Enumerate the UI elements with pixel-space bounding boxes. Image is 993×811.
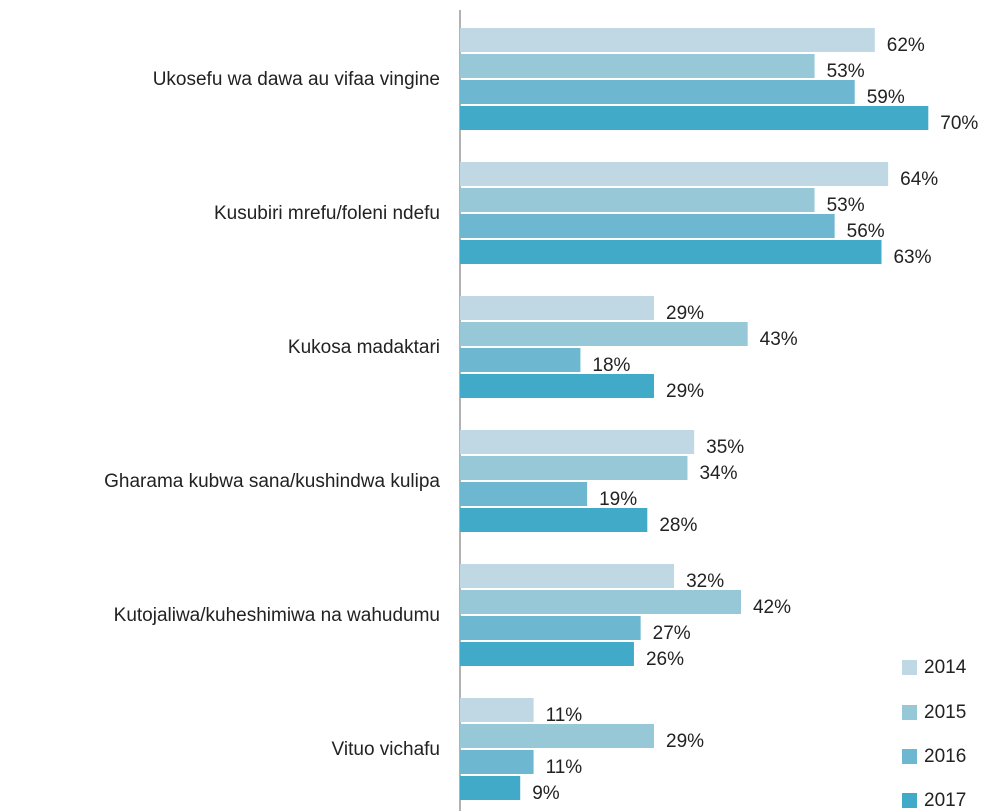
bar xyxy=(460,456,688,480)
value-label: 70% xyxy=(940,113,978,134)
value-label: 35% xyxy=(706,437,744,458)
legend-label: 2014 xyxy=(924,657,967,678)
value-label: 43% xyxy=(760,329,798,350)
value-label: 64% xyxy=(900,169,938,190)
value-label: 9% xyxy=(532,783,560,804)
bar xyxy=(460,80,855,104)
value-label: 63% xyxy=(893,247,931,268)
value-label: 34% xyxy=(699,463,737,484)
bar xyxy=(460,296,655,320)
value-label: 18% xyxy=(592,355,630,376)
value-label: 53% xyxy=(827,61,865,82)
bar xyxy=(460,28,875,52)
bar xyxy=(460,590,741,614)
bar xyxy=(460,214,835,238)
value-label: 29% xyxy=(666,731,704,752)
legend-swatch xyxy=(902,705,917,720)
bar xyxy=(460,564,675,588)
category-label: Ukosefu wa dawa au vifaa vingine xyxy=(153,69,440,90)
value-label: 11% xyxy=(546,757,583,778)
value-label: 59% xyxy=(867,87,905,108)
bar xyxy=(460,188,815,212)
legend-swatch xyxy=(902,660,917,675)
bar xyxy=(460,642,634,666)
value-label: 32% xyxy=(686,571,724,592)
value-label: 28% xyxy=(659,515,697,536)
bar xyxy=(460,162,889,186)
category-label: Kutojaliwa/kuheshimiwa na wahudumu xyxy=(114,605,440,626)
bar xyxy=(460,616,641,640)
category-label: Kukosa madaktari xyxy=(288,337,440,358)
value-label: 27% xyxy=(653,623,691,644)
bar xyxy=(460,54,815,78)
value-label: 62% xyxy=(887,35,925,56)
bar xyxy=(460,698,534,722)
category-label: Vituo vichafu xyxy=(332,739,440,760)
value-label: 56% xyxy=(847,221,885,242)
value-label: 26% xyxy=(646,649,684,670)
legend-label: 2017 xyxy=(924,790,966,811)
bar xyxy=(460,482,588,506)
legend-swatch xyxy=(902,793,917,808)
bar xyxy=(460,348,581,372)
value-label: 19% xyxy=(599,489,637,510)
bar xyxy=(460,430,695,454)
legend-swatch xyxy=(902,749,917,764)
value-label: 11% xyxy=(546,705,583,726)
bar xyxy=(460,724,655,748)
value-label: 53% xyxy=(827,195,865,216)
bar xyxy=(460,240,882,264)
category-label: Gharama kubwa sana/kushindwa kulipa xyxy=(104,471,440,492)
value-label: 29% xyxy=(666,303,704,324)
legend-label: 2016 xyxy=(924,746,966,767)
bar xyxy=(460,750,534,774)
bar xyxy=(460,374,655,398)
value-label: 29% xyxy=(666,381,704,402)
bar xyxy=(460,322,748,346)
bar xyxy=(460,508,648,532)
value-label: 42% xyxy=(753,597,791,618)
bar xyxy=(460,106,929,130)
bar xyxy=(460,776,521,800)
category-label: Kusubiri mrefu/foleni ndefu xyxy=(214,203,440,224)
legend-label: 2015 xyxy=(924,702,966,723)
